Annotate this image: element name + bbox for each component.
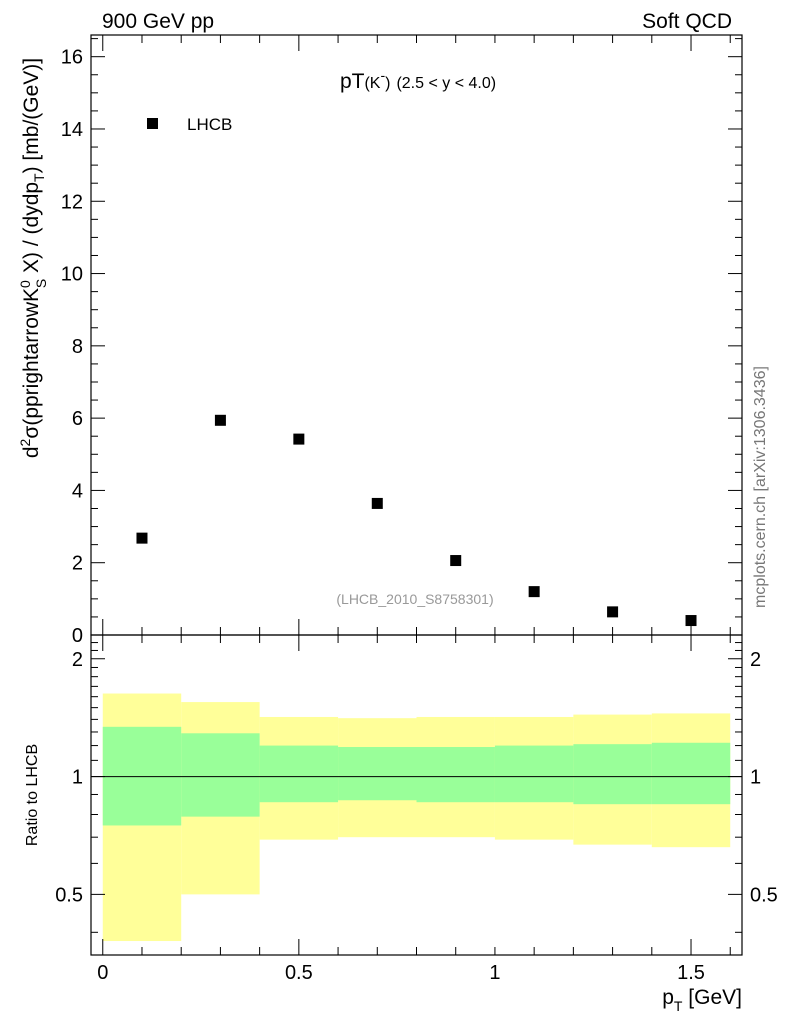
x-axis-label: pT [GeV] (662, 986, 742, 1014)
ratio-inner-band (416, 747, 495, 803)
main-y-tick-label: 16 (61, 47, 83, 69)
ratio-y-tick-label: 2 (72, 649, 83, 671)
legend-marker (147, 118, 158, 129)
main-y-tick-label: 0 (72, 625, 83, 647)
legend-label: LHCB (187, 115, 232, 134)
ratio-inner-band (181, 733, 260, 817)
header-left-label: 900 GeV pp (102, 10, 214, 33)
main-y-tick-label: 8 (72, 336, 83, 358)
data-point (528, 586, 540, 598)
ratio-y-tick-label: 1 (72, 767, 83, 789)
data-point (371, 497, 383, 509)
main-y-tick-label: 14 (61, 119, 83, 141)
main-y-tick-label: 6 (72, 408, 83, 430)
main-title: pT(K-) (2.5 < y < 4.0) (340, 67, 496, 93)
main-panel: 0 2 4 6 8 10 12 14 16 pT(K-) (2.5 < y < 4.0) LHCB… (17, 34, 743, 647)
header-right-label: Soft QCD (642, 10, 732, 33)
main-ticks: 0 2 4 6 8 10 12 14 16 (61, 35, 742, 647)
data-point (607, 606, 619, 618)
x-tick-label: 1 (489, 962, 500, 984)
data-point (136, 532, 148, 544)
ratio-y-tick-label-right: 1 (750, 767, 761, 789)
x-tick-label: 0 (97, 962, 108, 984)
side-label: mcplots.cern.ch [arXiv:1306.3436] (752, 366, 769, 608)
data-point (214, 414, 226, 426)
ratio-ticks: 0.5 0.5 1 1 2 2 0 0.5 1 1.5 (55, 635, 778, 984)
ratio-frame (90, 634, 743, 956)
main-y-tick-label: 10 (61, 264, 83, 286)
ratio-y-tick-label-right: 0.5 (750, 884, 778, 906)
x-tick-label: 1.5 (677, 962, 705, 984)
data-point (293, 433, 305, 445)
ratio-inner-band (494, 745, 574, 803)
source-label: (LHCB_2010_S8758301) (336, 591, 493, 607)
ratio-inner-band (338, 747, 417, 801)
ratio-inner-band (651, 742, 731, 805)
ratio-y-tick-label: 0.5 (55, 884, 83, 906)
ratio-inner-band (573, 744, 652, 805)
main-y-tick-label: 12 (61, 191, 83, 213)
ratio-inner-band (259, 745, 339, 803)
ratio-y-axis-label: Ratio to LHCB (24, 744, 41, 846)
data-point (685, 615, 697, 627)
ratio-bands (102, 693, 731, 942)
main-markers (136, 414, 697, 627)
ratio-panel: 0.5 0.5 1 1 2 2 0 0.5 1 1.5 Ratio to LHCB pT [GeV… (24, 634, 778, 1014)
main-y-tick-label: 4 (72, 480, 83, 502)
main-y-tick-label: 2 (72, 553, 83, 575)
main-y-axis-label: d2σ(pprightarrowK0S X) / (dydpT) [mb/(Ge… (17, 58, 49, 458)
ratio-y-tick-label-right: 2 (750, 649, 761, 671)
x-tick-label: 0.5 (285, 962, 313, 984)
data-point (450, 555, 462, 567)
